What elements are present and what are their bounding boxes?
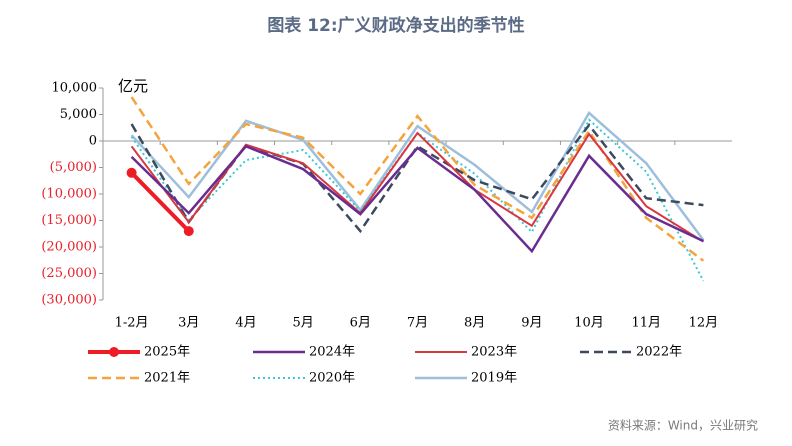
x-tick-label: 1-2月 xyxy=(115,316,149,331)
x-tick-label: 9月 xyxy=(521,316,542,331)
series-line xyxy=(130,123,704,234)
y-tick-label: (30,000) xyxy=(41,293,97,308)
series-line xyxy=(130,96,705,262)
x-tick-label: 4月 xyxy=(235,316,256,331)
legend-label: 2020年 xyxy=(309,371,355,386)
chart-title: 图表 12:广义财政净支出的季节性 xyxy=(267,15,524,36)
legend-label: 2019年 xyxy=(471,371,517,386)
series-line xyxy=(130,118,705,282)
x-tick-label: 7月 xyxy=(407,316,428,331)
series-line xyxy=(130,131,704,243)
x-tick-label: 12月 xyxy=(689,316,719,331)
y-tick-label: 0 xyxy=(89,134,97,149)
y-tick-label: (10,000) xyxy=(41,187,97,202)
legend-label: 2021年 xyxy=(144,371,190,386)
series-marker xyxy=(126,167,137,178)
series-line xyxy=(130,171,191,233)
y-tick-label: 5,000 xyxy=(60,107,97,122)
series-line xyxy=(130,144,704,254)
x-tick-label: 11月 xyxy=(631,316,661,331)
y-tick-label: 10,000 xyxy=(52,81,98,96)
x-tick-label: 10月 xyxy=(574,316,604,331)
x-tick-label: 5月 xyxy=(292,316,313,331)
legend-label: 2022年 xyxy=(636,345,682,360)
y-tick-label: (20,000) xyxy=(41,240,97,255)
x-tick-label: 6月 xyxy=(350,316,371,331)
legend-marker xyxy=(109,347,119,357)
y-tick-label: (25,000) xyxy=(41,266,97,281)
series-marker xyxy=(183,226,194,237)
legend-label: 2024年 xyxy=(309,345,355,360)
y-unit: 亿元 xyxy=(118,77,148,95)
y-tick-label: (5,000) xyxy=(50,160,97,175)
y-tick-label: (15,000) xyxy=(41,213,97,228)
series-line xyxy=(130,110,705,241)
legend-label: 2025年 xyxy=(144,345,190,360)
x-tick-label: 8月 xyxy=(464,316,485,331)
x-tick-label: 3月 xyxy=(178,316,199,331)
source: 资料来源：Wind，兴业研究 xyxy=(608,418,758,433)
legend-label: 2023年 xyxy=(471,345,517,360)
